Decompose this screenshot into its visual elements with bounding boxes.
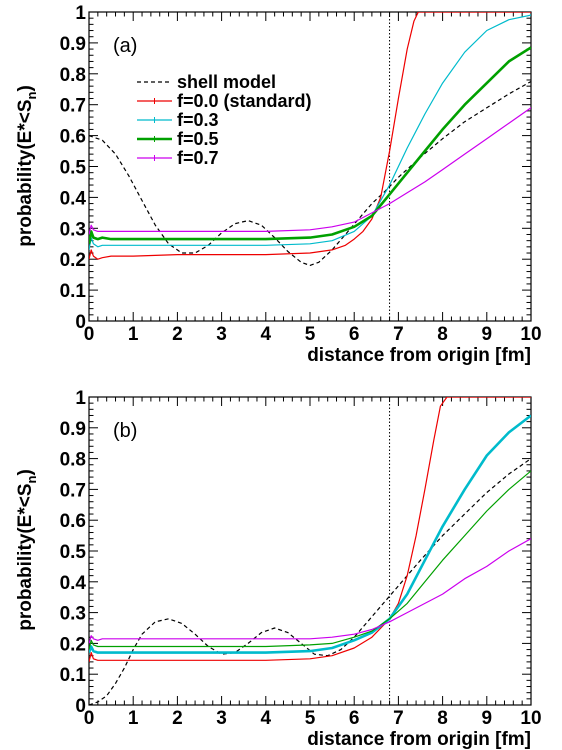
y-axis-title: probability(E*<Sn): [15, 85, 39, 247]
chart-panel-1: 0 1 2 3 4 5 6 7 8 9 10 0 0.1 0.2 0.3 0.4 0.5 0.6 0.7 0.8 0.9…: [15, 3, 542, 366]
x-tick-label: 4: [261, 324, 272, 345]
y-tick-label: 0.9: [60, 34, 86, 55]
y-axis-title-subscript: n: [24, 476, 39, 484]
series-line-shell-model: [89, 458, 531, 705]
y-tick-label: 0.5: [60, 158, 87, 179]
panel-label: (a): [113, 35, 137, 57]
y-tick-label: 1: [75, 388, 86, 409]
y-tick-label: 0.4: [60, 188, 87, 209]
x-tick-label: 1: [128, 708, 139, 729]
series-line-f-0-3: [89, 414, 531, 654]
y-tick-label: 0.8: [60, 450, 86, 471]
y-tick-label: 0.3: [60, 604, 86, 625]
y-tick-label: 0.6: [60, 511, 86, 532]
x-tick-label: 5: [305, 324, 316, 345]
x-axis-title: distance from origin [fm]: [307, 345, 531, 366]
y-tick-label: 0.8: [60, 65, 86, 86]
x-tick-label: 8: [437, 324, 448, 345]
y-axis-title-main: probability(E*<S: [15, 100, 36, 247]
series-line-f-0-3: [89, 14, 531, 251]
x-axis-title: distance from origin [fm]: [307, 729, 531, 750]
legend-entry-label: f=0.7: [177, 148, 219, 168]
legend-entry-label: f=0.5: [177, 129, 219, 149]
y-tick-label: 0.2: [60, 250, 86, 271]
x-tick-label: 4: [261, 708, 272, 729]
series-line-f-0-5: [89, 470, 531, 650]
x-tick-label: 6: [349, 708, 360, 729]
y-tick-label: 0.4: [60, 573, 87, 594]
y-axis-title-main: probability(E*<S: [15, 484, 36, 631]
y-tick-label: 0.1: [60, 281, 87, 302]
panel-label: (b): [113, 420, 137, 442]
y-tick-label: 0.6: [60, 127, 86, 148]
x-tick-label: 3: [216, 708, 227, 729]
y-tick-label: 0.3: [60, 219, 86, 240]
x-tick-label: 10: [520, 708, 541, 729]
y-axis-title: probability(E*<Sn): [15, 469, 39, 631]
x-tick-label: 2: [172, 324, 183, 345]
x-tick-label: 0: [84, 708, 95, 729]
legend-entry-label: f=0.3: [177, 110, 219, 130]
x-tick-label: 7: [393, 708, 404, 729]
x-tick-label: 8: [437, 708, 448, 729]
series-line-f-0-7: [89, 538, 531, 644]
y-tick-label: 0.1: [60, 665, 87, 686]
x-tick-label: 7: [393, 324, 404, 345]
y-tick-label: 0.7: [60, 480, 86, 501]
y-tick-label: 0.5: [60, 542, 87, 563]
x-tick-label: 0: [84, 324, 95, 345]
x-tick-label: 5: [305, 708, 316, 729]
chart-panel-2: 0 1 2 3 4 5 6 7 8 9 10 0 0.1 0.2 0.3 0.4 0.5 0.6 0.7 0.8 0.9…: [15, 388, 542, 750]
legend-entry-label: f=0.0 (standard): [177, 91, 312, 111]
series-line-f-0-5: [89, 46, 531, 245]
x-tick-label: 3: [216, 324, 227, 345]
y-tick-label: 1: [75, 3, 86, 24]
plot-frame: [88, 11, 532, 322]
x-tick-label: 2: [172, 708, 183, 729]
y-axis-title-tail: ): [15, 469, 36, 475]
y-tick-label: 0.7: [60, 96, 86, 117]
x-tick-label: 1: [128, 324, 139, 345]
x-tick-label: 9: [482, 708, 493, 729]
series-line-f-0-0-standard-: [89, 397, 531, 663]
y-tick-label: 0.9: [60, 419, 86, 440]
y-tick-label: 0.2: [60, 634, 86, 655]
y-axis-title-tail: ): [15, 85, 36, 91]
y-tick-label: 0: [75, 696, 86, 717]
y-tick-label: 0: [75, 312, 86, 333]
x-tick-label: 6: [349, 324, 360, 345]
y-axis-title-subscript: n: [24, 92, 39, 100]
x-tick-label: 9: [482, 324, 493, 345]
series-line-f-0-7: [89, 107, 531, 235]
x-tick-label: 10: [520, 324, 541, 345]
legend-entry-label: shell model: [177, 72, 276, 92]
series-line-f-0-0-standard-: [89, 12, 531, 260]
